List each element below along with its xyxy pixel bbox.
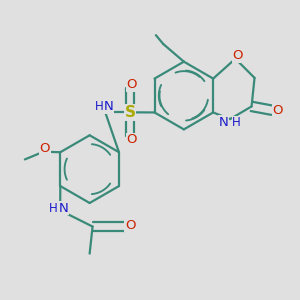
Text: S: S xyxy=(124,105,136,120)
Text: O: O xyxy=(232,49,243,62)
Text: H: H xyxy=(95,100,104,113)
Text: N: N xyxy=(219,116,229,129)
Text: H: H xyxy=(49,202,58,214)
Text: N: N xyxy=(59,202,69,214)
Text: H: H xyxy=(232,116,241,129)
Text: O: O xyxy=(125,219,136,232)
Text: O: O xyxy=(40,142,50,155)
Text: O: O xyxy=(272,104,283,117)
Text: O: O xyxy=(126,134,137,146)
Text: N: N xyxy=(103,100,113,113)
Text: O: O xyxy=(126,78,137,91)
